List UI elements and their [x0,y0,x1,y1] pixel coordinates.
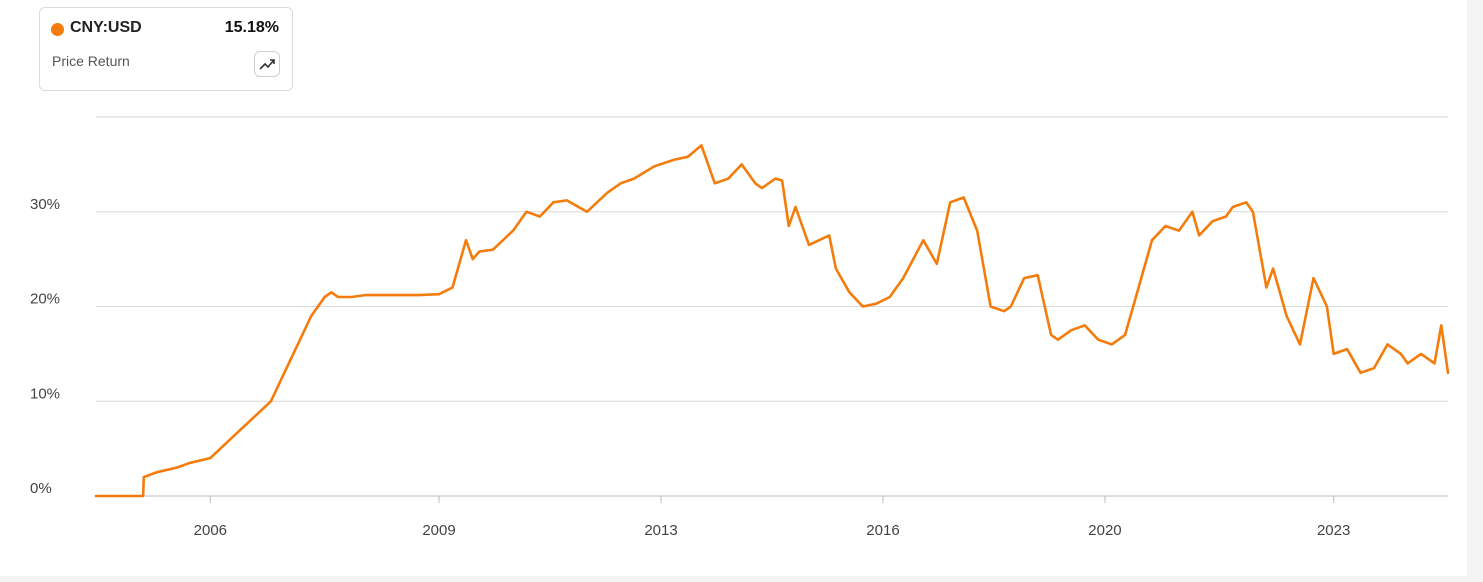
x-tick-label: 2006 [194,522,227,539]
chart-panel [0,0,1467,576]
y-tick-label: 30% [30,196,60,213]
legend-card: CNY:USD 15.18% Price Return [39,7,293,91]
y-tick-label: 0% [30,480,52,497]
x-tick-label: 2013 [644,522,677,539]
series-line-cny-usd [94,144,1450,498]
x-tick-label: 2023 [1317,522,1350,539]
series-name: CNY:USD [70,19,142,36]
x-tick-label: 2009 [422,522,455,539]
trending-up-icon [259,59,275,70]
series-return-value: 15.18% [224,19,279,36]
return-type-label: Price Return [52,53,130,69]
series-color-dot [51,23,64,36]
y-tick-label: 10% [30,385,60,402]
y-tick-label: 20% [30,291,60,308]
x-tick-label: 2020 [1088,522,1121,539]
x-tick-label: 2016 [866,522,899,539]
trend-toggle-button[interactable] [254,51,280,77]
